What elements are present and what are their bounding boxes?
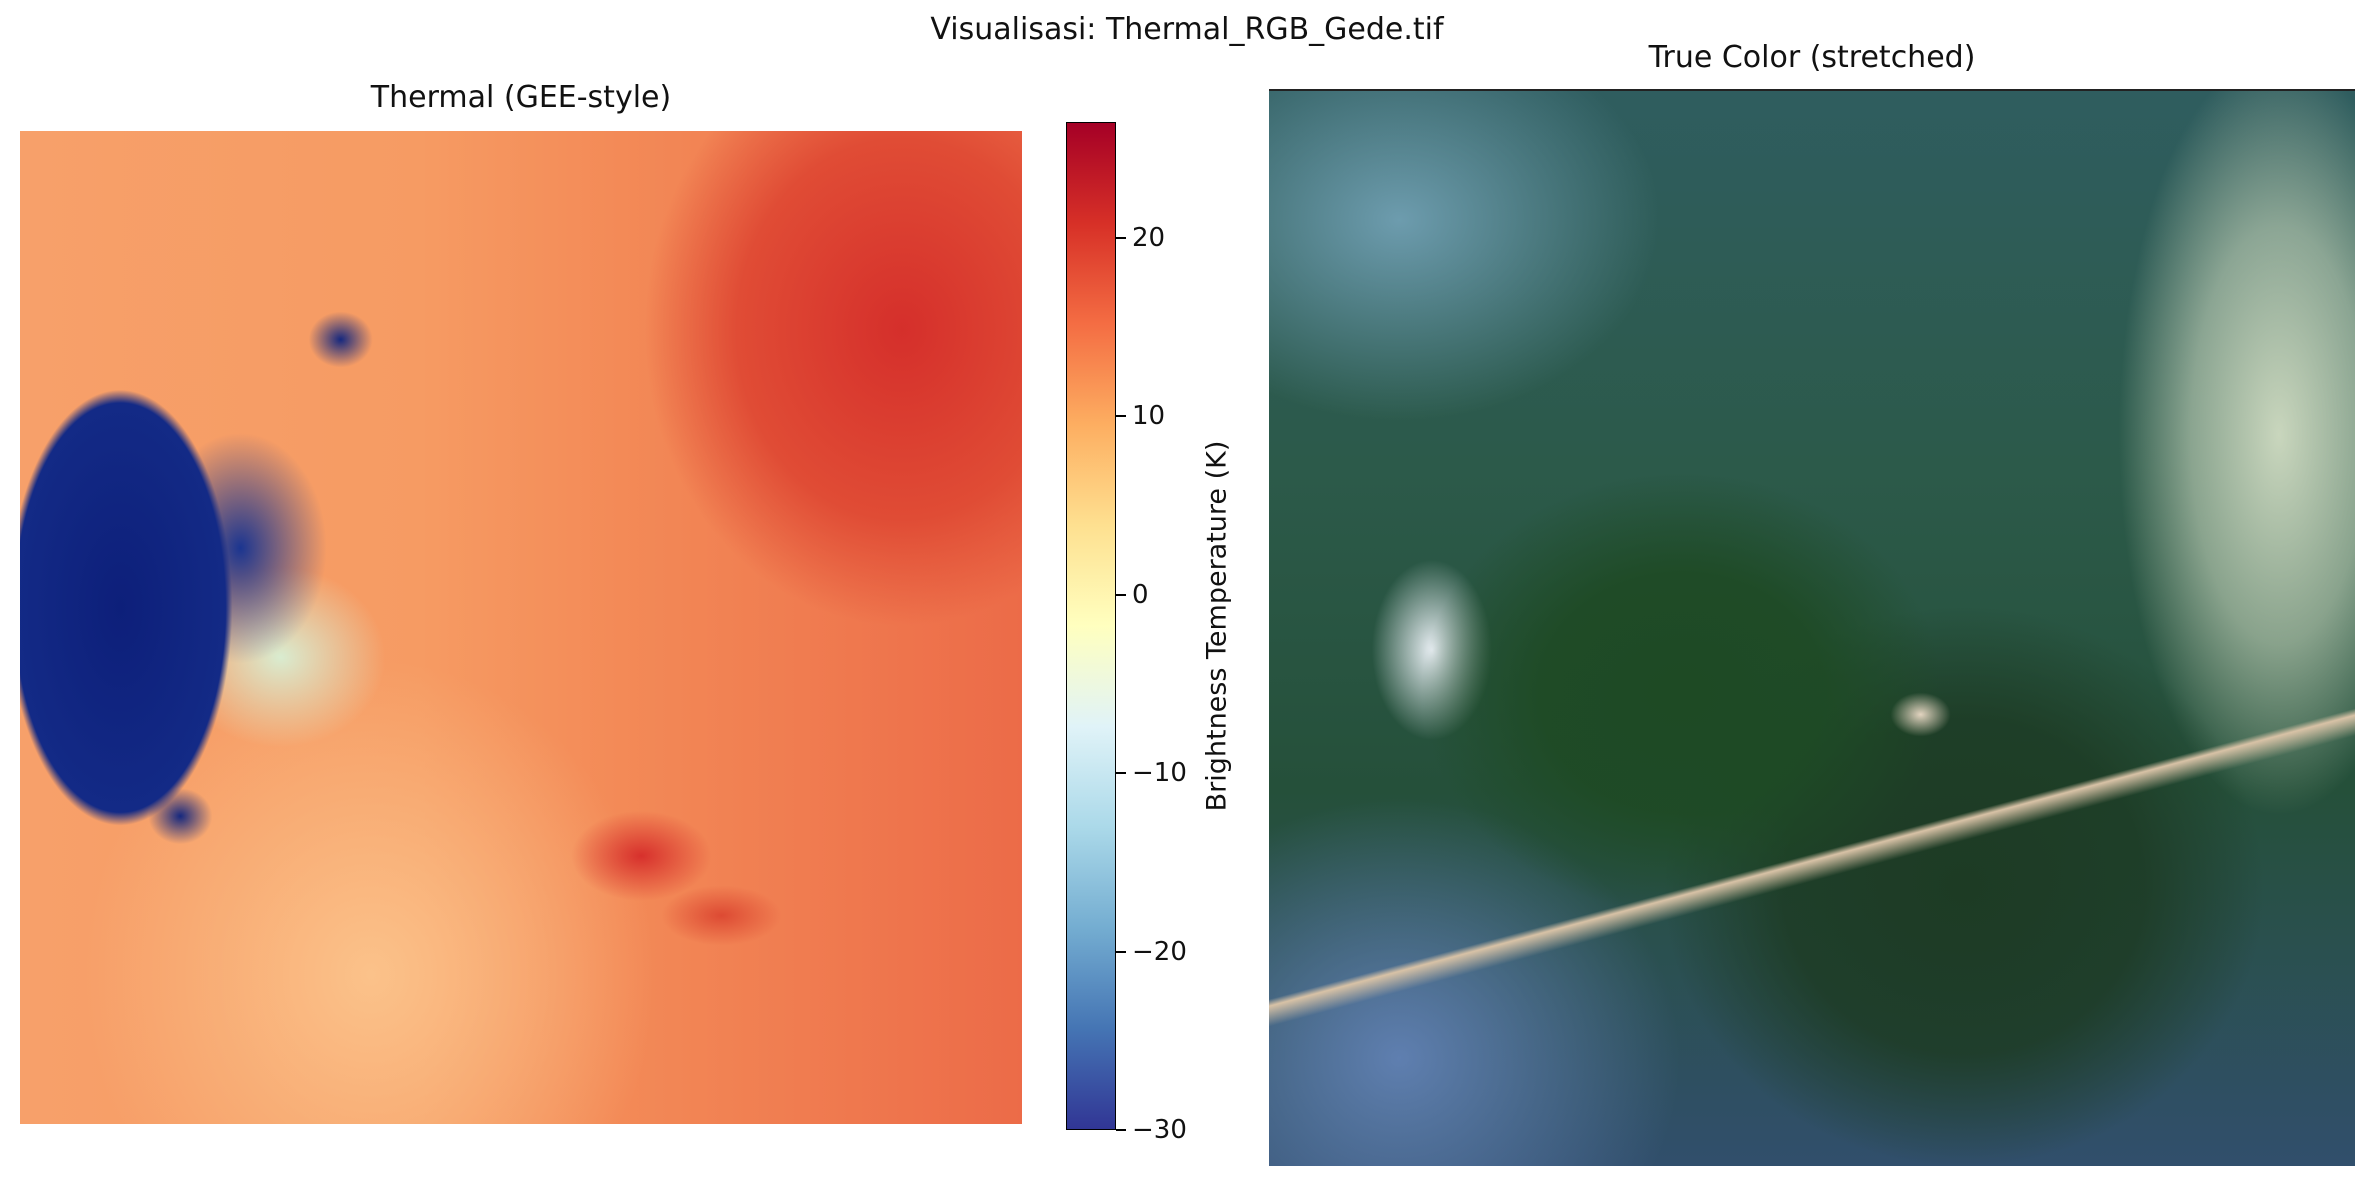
colorbar-tick-label: −20 [1132, 936, 1187, 967]
colorbar-tick-label: −10 [1132, 758, 1187, 789]
truecolor-image [1269, 89, 2355, 1166]
colorbar-tick [1116, 950, 1126, 953]
colorbar-tick-label: 0 [1132, 579, 1149, 610]
thermal-panel-title: Thermal (GEE-style) [370, 80, 672, 115]
colorbar-tick [1116, 415, 1126, 418]
colorbar-tick-label: 10 [1132, 401, 1166, 432]
truecolor-panel-title: True Color (stretched) [1648, 40, 1976, 75]
figure-suptitle: Visualisasi: Thermal_RGB_Gede.tif [930, 12, 1444, 47]
colorbar-tick-label: −30 [1132, 1115, 1187, 1145]
thermal-heatmap-image [20, 131, 1022, 1124]
colorbar-tick [1116, 1129, 1126, 1131]
colorbar-label: Brightness Temperature (K) [1201, 440, 1233, 812]
colorbar-tick-label: 20 [1132, 222, 1166, 253]
colorbar-tick [1116, 593, 1126, 596]
colorbar-tick [1116, 236, 1126, 239]
colorbar-tick [1116, 772, 1126, 775]
colorbar [1066, 122, 1116, 1130]
